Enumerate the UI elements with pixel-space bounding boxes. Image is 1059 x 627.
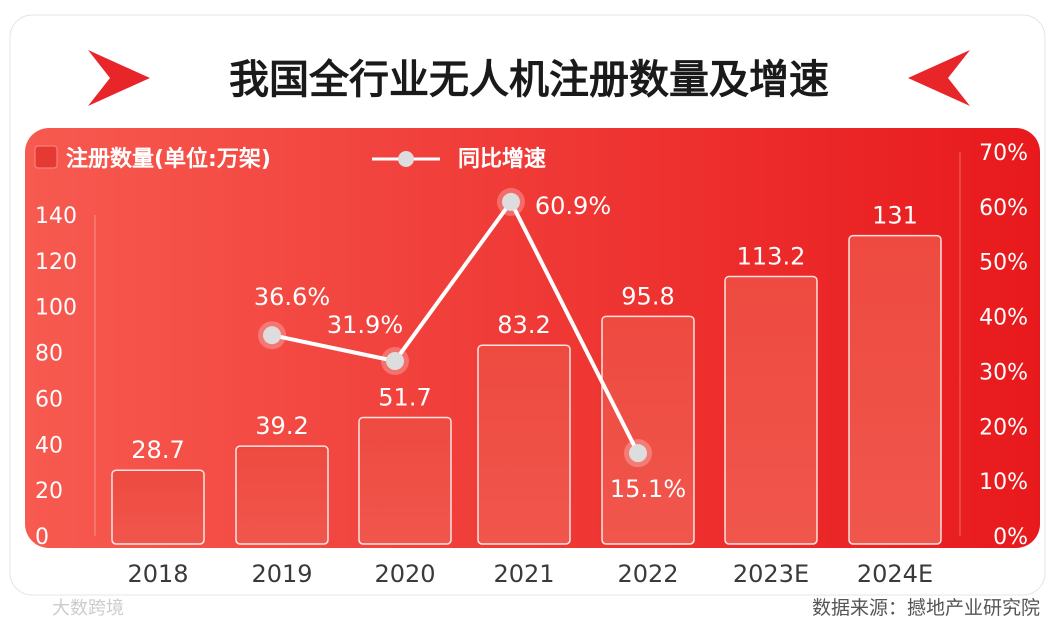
growth-marker	[502, 192, 520, 211]
growth-marker	[386, 352, 404, 371]
bar	[724, 275, 818, 545]
bar-value-label: 28.7	[131, 436, 184, 464]
x-tick-label: 2019	[251, 560, 312, 588]
left-tick-label: 0	[35, 525, 49, 550]
right-tick-label: 10%	[979, 470, 1028, 495]
x-tick-label: 2023E	[733, 560, 809, 588]
right-tick-label: 70%	[979, 141, 1028, 166]
left-tick-label: 140	[35, 204, 77, 229]
left-tick-label: 120	[35, 250, 77, 275]
x-tick-label: 2020	[374, 560, 435, 588]
bar-value-label: 51.7	[378, 383, 431, 411]
bar	[477, 344, 571, 545]
growth-value-label: 31.9%	[327, 311, 403, 339]
legend-bar-label: 注册数量(单位:万架)	[66, 146, 271, 172]
right-tick-label: 60%	[979, 196, 1028, 221]
growth-line	[271, 198, 640, 455]
right-tick-label: 0%	[993, 525, 1028, 550]
legend-bar-swatch	[34, 145, 58, 169]
left-arrow-icon	[88, 50, 150, 106]
x-tick-label: 2021	[493, 560, 554, 588]
right-arrow-icon	[908, 50, 970, 106]
left-tick-label: 60	[35, 387, 63, 412]
bar	[235, 445, 329, 545]
growth-marker	[629, 444, 647, 463]
growth-value-label: 36.6%	[254, 283, 330, 311]
growth-marker	[263, 326, 281, 345]
left-tick-label: 80	[35, 342, 63, 367]
legend-line-label: 同比增速	[458, 146, 546, 172]
chart-title: 我国全行业无人机注册数量及增速	[229, 57, 829, 103]
x-tick-label: 2022	[617, 560, 678, 588]
right-tick-label: 50%	[979, 251, 1028, 276]
bar-value-label: 83.2	[497, 311, 550, 339]
right-tick-label: 40%	[979, 306, 1028, 331]
growth-value-label: 60.9%	[535, 192, 611, 220]
right-tick-label: 20%	[979, 415, 1028, 440]
bar	[111, 469, 205, 545]
source-note: 数据来源：撼地产业研究院	[812, 597, 1040, 619]
x-tick-label: 2018	[127, 560, 188, 588]
left-tick-label: 40	[35, 433, 63, 458]
bar	[358, 416, 452, 545]
bar	[848, 234, 942, 545]
x-tick-label: 2024E	[857, 560, 933, 588]
left-tick-label: 100	[35, 296, 77, 321]
bar-value-label: 131	[872, 202, 918, 230]
watermark: 大数跨境	[52, 598, 124, 619]
bar-value-label: 39.2	[255, 412, 308, 440]
bar-value-label: 95.8	[621, 282, 674, 310]
bar	[601, 315, 695, 545]
legend-line-marker	[398, 151, 414, 167]
growth-value-label: 15.1%	[610, 475, 686, 503]
right-tick-label: 30%	[979, 360, 1028, 385]
left-tick-label: 20	[35, 479, 63, 504]
bar-value-label: 113.2	[737, 242, 806, 270]
